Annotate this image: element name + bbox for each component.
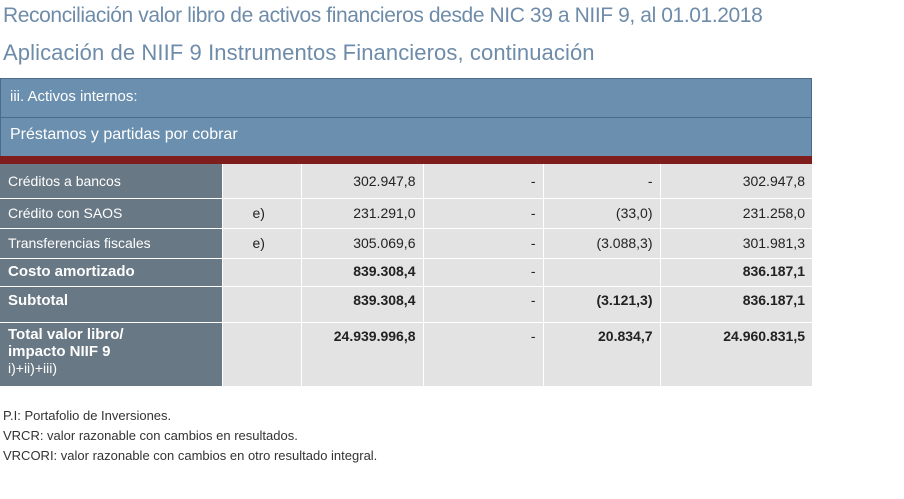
row-note: e) bbox=[221, 198, 301, 229]
row-value-col1: 302.947,8 bbox=[300, 164, 423, 199]
footnote: P.I: Portafolio de Inversiones. bbox=[3, 408, 172, 423]
row-label: Costo amortizado bbox=[0, 258, 222, 287]
table-row: Crédito con SAOS e) 231.291,0 - (33,0) 2… bbox=[0, 198, 812, 229]
row-note bbox=[221, 322, 301, 387]
row-value-col4: 231.258,0 bbox=[659, 198, 812, 229]
row-value-col3: (33,0) bbox=[542, 198, 660, 229]
row-value-col2: - bbox=[422, 286, 543, 323]
row-label: Transferencias fiscales bbox=[0, 228, 222, 259]
footnote: VRCORI: valor razonable con cambios en o… bbox=[3, 448, 378, 463]
row-value-col3: 20.834,7 bbox=[542, 322, 660, 387]
section-header-label: iii. Activos internos: bbox=[10, 88, 138, 105]
table-row: Subtotal 839.308,4 - (3.121,3) 836.187,1 bbox=[0, 286, 812, 323]
footnotes: P.I: Portafolio de Inversiones. VRCR: va… bbox=[3, 406, 377, 466]
row-label: Subtotal bbox=[0, 286, 222, 323]
row-value-col2: - bbox=[422, 258, 543, 287]
category-header: Préstamos y partidas por cobrar bbox=[0, 118, 812, 156]
row-note: e) bbox=[221, 228, 301, 259]
row-value-col4: 836.187,1 bbox=[659, 258, 812, 287]
table-row: Créditos a bancos 302.947,8 - - 302.947,… bbox=[0, 164, 812, 199]
page-subtitle: Aplicación de NIIF 9 Instrumentos Financ… bbox=[3, 40, 595, 65]
row-label: Créditos a bancos bbox=[0, 164, 222, 199]
section-header: iii. Activos internos: bbox=[0, 78, 812, 118]
table-row-total: Total valor libro/ impacto NIIF 9 i)+ii)… bbox=[0, 322, 812, 387]
row-value-col1: 839.308,4 bbox=[300, 286, 423, 323]
reconciliation-table: Créditos a bancos 302.947,8 - - 302.947,… bbox=[0, 164, 812, 387]
row-value-col3: - bbox=[542, 164, 660, 199]
row-label-line: Total valor libro/ bbox=[8, 325, 124, 343]
row-label: Crédito con SAOS bbox=[0, 198, 222, 229]
row-value-col1: 24.939.996,8 bbox=[300, 322, 423, 387]
row-label-line: impacto NIIF 9 bbox=[8, 342, 111, 360]
row-value-col4: 301.981,3 bbox=[659, 228, 812, 259]
page-title: Reconciliación valor libro de activos fi… bbox=[3, 4, 763, 27]
row-value-col3: (3.088,3) bbox=[542, 228, 660, 259]
row-value-col1: 305.069,6 bbox=[300, 228, 423, 259]
row-label: Total valor libro/ impacto NIIF 9 i)+ii)… bbox=[0, 322, 222, 387]
header-divider bbox=[0, 156, 812, 164]
row-value-col1: 231.291,0 bbox=[300, 198, 423, 229]
row-note bbox=[221, 164, 301, 199]
row-value-col2: - bbox=[422, 164, 543, 199]
footnote: VRCR: valor razonable con cambios en res… bbox=[3, 428, 298, 443]
row-value-col1: 839.308,4 bbox=[300, 258, 423, 287]
table-row: Transferencias fiscales e) 305.069,6 - (… bbox=[0, 228, 812, 259]
row-value-col4: 302.947,8 bbox=[659, 164, 812, 199]
row-note bbox=[221, 286, 301, 323]
row-label-line: i)+ii)+iii) bbox=[8, 359, 57, 376]
row-value-col3 bbox=[542, 258, 660, 287]
row-value-col2: - bbox=[422, 228, 543, 259]
row-value-col2: - bbox=[422, 198, 543, 229]
row-value-col2: - bbox=[422, 322, 543, 387]
row-note bbox=[221, 258, 301, 287]
table-row: Costo amortizado 839.308,4 - 836.187,1 bbox=[0, 258, 812, 287]
row-value-col3: (3.121,3) bbox=[542, 286, 660, 323]
row-value-col4: 836.187,1 bbox=[659, 286, 812, 323]
row-value-col4: 24.960.831,5 bbox=[659, 322, 812, 387]
category-header-label: Préstamos y partidas por cobrar bbox=[10, 126, 238, 143]
